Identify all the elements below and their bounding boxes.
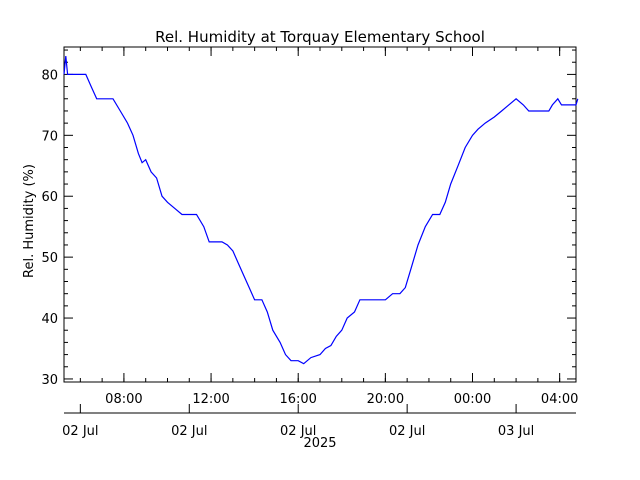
year-label: 2025 bbox=[303, 436, 336, 451]
x-tick-label: 16:00 bbox=[279, 392, 316, 407]
date-tick-label: 02 Jul bbox=[62, 424, 98, 439]
y-tick-label: 70 bbox=[41, 129, 58, 144]
y-tick-label: 80 bbox=[41, 68, 58, 83]
y-axis-label: Rel. Humidity (%) bbox=[22, 164, 37, 278]
x-tick-label: 08:00 bbox=[105, 392, 142, 407]
humidity-series-line bbox=[63, 56, 579, 365]
date-tick-label: 02 Jul bbox=[280, 424, 316, 439]
y-tick-label: 40 bbox=[41, 312, 58, 327]
x-axis-ticks: 08:00 12:00 16:00 20:00 00:00 04:00 bbox=[79, 47, 578, 407]
x-tick-label: 00:00 bbox=[454, 392, 491, 407]
y-tick-label: 60 bbox=[41, 190, 58, 205]
y-tick-label: 30 bbox=[41, 373, 58, 388]
chart-title: Rel. Humidity at Torquay Elementary Scho… bbox=[155, 28, 485, 46]
date-tick-label: 03 Jul bbox=[498, 424, 534, 439]
x-tick-label: 20:00 bbox=[367, 392, 404, 407]
date-tick-label: 02 Jul bbox=[389, 424, 425, 439]
y-axis-ticks: 30 40 50 60 70 80 bbox=[41, 49, 576, 388]
date-tick-label: 02 Jul bbox=[171, 424, 207, 439]
date-axis-ticks: 02 Jul 02 Jul 02 Jul 02 Jul 03 Jul bbox=[62, 404, 534, 439]
x-tick-label: 12:00 bbox=[192, 392, 229, 407]
y-tick-label: 50 bbox=[41, 251, 58, 266]
plot-frame bbox=[63, 46, 577, 383]
x-tick-label: 04:00 bbox=[541, 392, 578, 407]
